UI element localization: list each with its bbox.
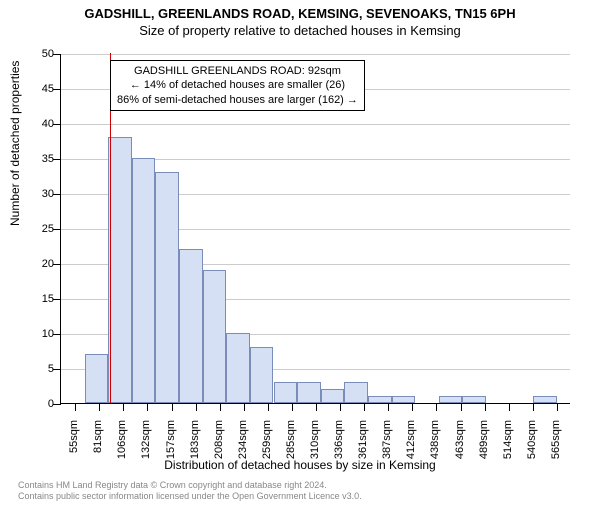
x-tick-label: 514sqm [502, 420, 514, 470]
footer-line1: Contains HM Land Registry data © Crown c… [18, 480, 362, 491]
y-tick [53, 299, 61, 300]
x-tick-label: 183sqm [189, 420, 201, 470]
chart-title-address: GADSHILL, GREENLANDS ROAD, KEMSING, SEVE… [0, 6, 600, 21]
x-tick [364, 403, 365, 411]
y-tick-label: 15 [24, 293, 54, 305]
y-tick-label: 5 [24, 363, 54, 375]
histogram-bar [250, 347, 274, 403]
histogram-bar [85, 354, 109, 403]
x-tick-label: 336sqm [333, 420, 345, 470]
annotation-box: GADSHILL GREENLANDS ROAD: 92sqm ← 14% of… [110, 60, 365, 111]
annotation-line3: 86% of semi-detached houses are larger (… [117, 93, 358, 107]
footer-attribution: Contains HM Land Registry data © Crown c… [18, 480, 362, 502]
y-tick [53, 334, 61, 335]
x-tick-label: 438sqm [429, 420, 441, 470]
y-tick-label: 20 [24, 258, 54, 270]
annotation-line1: GADSHILL GREENLANDS ROAD: 92sqm [117, 64, 358, 78]
x-tick [172, 403, 173, 411]
x-tick [123, 403, 124, 411]
x-tick [268, 403, 269, 411]
histogram-bar [321, 389, 345, 403]
x-tick [244, 403, 245, 411]
x-tick-label: 285sqm [285, 420, 297, 470]
histogram-bar [344, 382, 368, 403]
histogram-bar [132, 158, 156, 403]
x-tick [388, 403, 389, 411]
x-tick-label: 540sqm [526, 420, 538, 470]
y-tick [53, 229, 61, 230]
grid-line [61, 124, 570, 125]
y-tick-label: 10 [24, 328, 54, 340]
chart-title-description: Size of property relative to detached ho… [0, 23, 600, 38]
x-tick [75, 403, 76, 411]
y-tick-label: 30 [24, 188, 54, 200]
histogram-bar [392, 396, 416, 403]
y-tick-label: 0 [24, 398, 54, 410]
x-tick-label: 565sqm [550, 420, 562, 470]
x-tick-label: 55sqm [68, 420, 80, 470]
x-tick-label: 489sqm [478, 420, 490, 470]
x-tick [533, 403, 534, 411]
histogram-bar [439, 396, 463, 403]
chart-area: GADSHILL GREENLANDS ROAD: 92sqm ← 14% of… [60, 54, 570, 404]
histogram-bar [297, 382, 321, 403]
x-tick-label: 132sqm [140, 420, 152, 470]
x-tick-label: 310sqm [309, 420, 321, 470]
histogram-bar [179, 249, 203, 403]
grid-line [61, 54, 570, 55]
x-tick [340, 403, 341, 411]
histogram-bar [274, 382, 298, 403]
x-tick [147, 403, 148, 411]
y-tick-label: 35 [24, 153, 54, 165]
footer-line2: Contains public sector information licen… [18, 491, 362, 502]
y-tick [53, 54, 61, 55]
y-tick-label: 40 [24, 118, 54, 130]
y-tick-label: 25 [24, 223, 54, 235]
x-tick [509, 403, 510, 411]
x-tick [220, 403, 221, 411]
x-tick-label: 208sqm [213, 420, 225, 470]
x-tick-label: 361sqm [357, 420, 369, 470]
y-tick [53, 264, 61, 265]
y-tick-label: 50 [24, 48, 54, 60]
histogram-bar [533, 396, 557, 403]
histogram-bar [368, 396, 392, 403]
x-tick-label: 412sqm [405, 420, 417, 470]
x-tick-label: 259sqm [261, 420, 273, 470]
y-tick-label: 45 [24, 83, 54, 95]
x-tick [196, 403, 197, 411]
x-tick [436, 403, 437, 411]
x-tick-label: 234sqm [237, 420, 249, 470]
y-tick [53, 404, 61, 405]
x-tick [412, 403, 413, 411]
y-axis-title: Number of detached properties [8, 61, 22, 226]
x-tick-label: 463sqm [454, 420, 466, 470]
histogram-bar [155, 172, 179, 403]
x-tick [461, 403, 462, 411]
x-tick-label: 81sqm [92, 420, 104, 470]
x-tick [292, 403, 293, 411]
histogram-bar [462, 396, 486, 403]
x-tick-label: 106sqm [116, 420, 128, 470]
x-tick-label: 157sqm [165, 420, 177, 470]
y-tick [53, 369, 61, 370]
y-tick [53, 124, 61, 125]
x-tick [316, 403, 317, 411]
histogram-bar [108, 137, 132, 403]
y-tick [53, 159, 61, 160]
annotation-line2: ← 14% of detached houses are smaller (26… [117, 78, 358, 92]
x-tick [99, 403, 100, 411]
x-tick-label: 387sqm [381, 420, 393, 470]
y-tick [53, 89, 61, 90]
x-tick [557, 403, 558, 411]
histogram-bar [203, 270, 227, 403]
y-tick [53, 194, 61, 195]
x-tick [485, 403, 486, 411]
histogram-bar [226, 333, 250, 403]
